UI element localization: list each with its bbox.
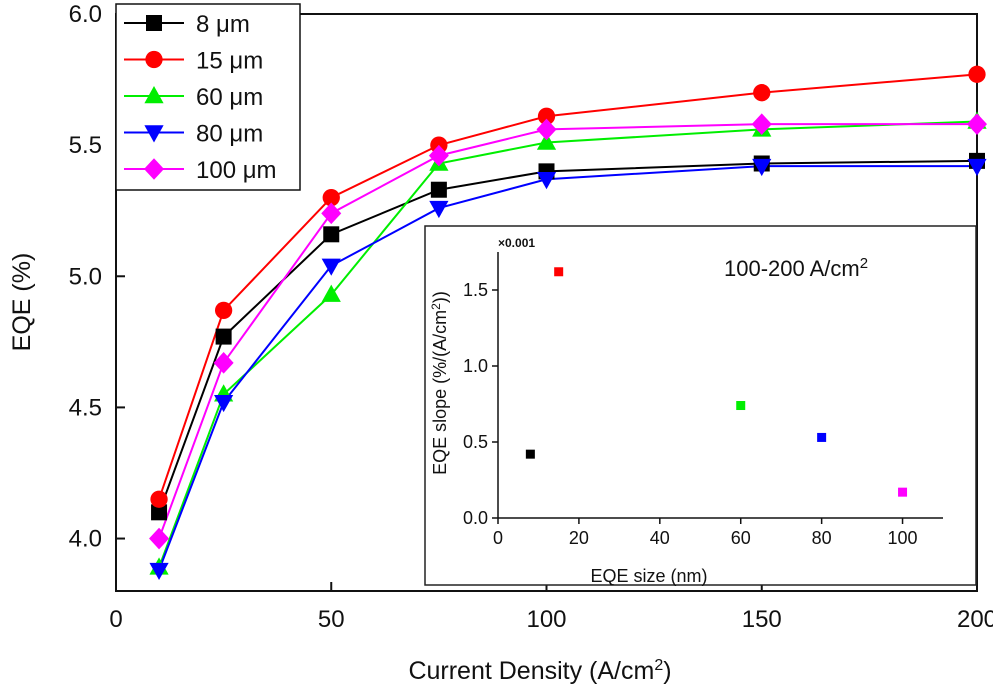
inset-y-tick-label: 0.0: [463, 508, 488, 528]
inset-x-tick-label: 100: [888, 528, 918, 548]
inset-y-tick-label: 1.5: [463, 280, 488, 300]
data-point: [149, 562, 169, 581]
main-series-group: [149, 65, 987, 581]
inset-frame: [424, 225, 977, 586]
data-point: [323, 226, 340, 243]
legend-marker: [144, 158, 164, 180]
inset-y-tick-label: 1.0: [463, 356, 488, 376]
inset-data-point: [525, 449, 535, 459]
data-point: [968, 65, 986, 83]
x-tick-label: 0: [109, 606, 122, 633]
legend-marker: [144, 125, 164, 143]
data-point: [536, 172, 557, 190]
legend-marker: [145, 50, 163, 69]
inset-data-point: [817, 432, 827, 442]
data-point: [214, 394, 234, 413]
data-point: [751, 113, 772, 135]
inset-points: [525, 267, 908, 497]
data-point: [215, 328, 232, 345]
x-tick-label: 150: [742, 606, 782, 633]
data-point: [428, 144, 449, 167]
data-point: [430, 181, 447, 198]
inset-y-axis-label: EQE slope (%/(A/cm2)): [429, 291, 450, 475]
data-point: [753, 84, 771, 102]
data-point: [967, 158, 987, 177]
legend-marker: [146, 15, 162, 31]
inset-data-point: [898, 487, 908, 497]
data-point: [150, 490, 168, 508]
data-point: [214, 301, 233, 320]
y-tick-label: 5.0: [69, 263, 102, 290]
data-point: [537, 107, 556, 125]
data-point: [151, 504, 168, 521]
data-point: [967, 113, 987, 135]
x-tick-label: 100: [526, 606, 566, 633]
inset-x-tick-label: 40: [650, 528, 670, 548]
data-point: [429, 200, 449, 219]
legend-label: 80 μm: [196, 121, 263, 148]
legend-label: 15 μm: [196, 48, 263, 75]
inset-data-point: [554, 267, 564, 277]
data-point: [321, 284, 341, 302]
x-tick-label: 50: [318, 606, 345, 633]
inset-x-tick-label: 0: [493, 528, 503, 548]
inset-x-axis-label: EQE size (nm): [590, 566, 707, 586]
data-point: [213, 352, 234, 374]
y-tick-label: 6.0: [69, 1, 102, 28]
inset-x-tick-label: 60: [731, 528, 751, 548]
main-y-axis-label: EQE (%): [8, 253, 36, 352]
inset-title: 100-200 A/cm2: [724, 255, 868, 281]
inset-y-tick-label: 0.5: [463, 432, 488, 452]
legend: 8 μm 15 μm 60 μm 80 μm 100 μm: [115, 3, 301, 191]
data-point: [752, 158, 772, 177]
data-point: [321, 202, 342, 225]
x-tick-label: 200: [957, 606, 993, 633]
main-x-axis-label: Current Density (A/cm2): [408, 657, 671, 685]
data-point: [536, 132, 557, 150]
legend-label: 60 μm: [196, 84, 263, 111]
inset-x-tick-label: 80: [812, 528, 832, 548]
y-tick-label: 4.0: [69, 526, 102, 553]
y-tick-label: 4.5: [69, 394, 102, 421]
legend-label: 100 μm: [196, 157, 277, 184]
inset-chart: 0 20 40 60 80 100 0.0 0.5 1.0 1.5 ×0.001 100-200 …: [424, 225, 977, 586]
data-point: [149, 527, 170, 550]
inset-axes: 0 20 40 60 80 100 0.0 0.5 1.0 1.5: [463, 252, 943, 548]
y-tick-label: 5.5: [69, 132, 102, 159]
legend-marker: [144, 86, 164, 104]
legend-label: 8 μm: [196, 11, 250, 38]
data-point: [322, 188, 340, 207]
data-point: [536, 118, 557, 141]
inset-x-tick-label: 20: [569, 528, 589, 548]
data-point: [321, 258, 341, 276]
inset-data-point: [736, 401, 746, 411]
inset-scale-note: ×0.001: [498, 236, 535, 250]
